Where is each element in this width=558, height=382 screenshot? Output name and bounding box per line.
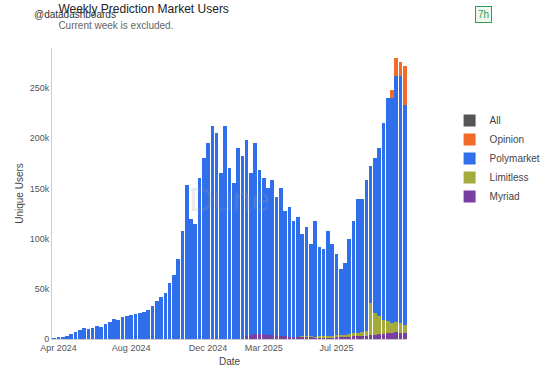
svg-text:150k: 150k	[30, 184, 50, 194]
svg-text:Aug 2024: Aug 2024	[112, 343, 151, 353]
svg-text:250k: 250k	[30, 83, 50, 93]
svg-text:Date: Date	[219, 356, 241, 367]
svg-text:All: All	[490, 115, 501, 126]
svg-text:Mar 2025: Mar 2025	[245, 343, 283, 353]
svg-text:0: 0	[44, 334, 49, 344]
svg-text:Apr 2024: Apr 2024	[40, 343, 77, 353]
svg-text:Limitless: Limitless	[490, 172, 529, 183]
svg-text:7h: 7h	[478, 9, 489, 20]
svg-text:@datadashboards: @datadashboards	[34, 9, 116, 20]
svg-text:Opinion: Opinion	[490, 134, 524, 145]
svg-text:Weekly Prediction Market Users: Weekly Prediction Market UsersCurrent we…	[58, 2, 229, 31]
svg-text:50k: 50k	[35, 284, 50, 294]
svg-text:Polymarket: Polymarket	[490, 153, 540, 164]
svg-text:200k: 200k	[30, 133, 50, 143]
svg-text:Myriad: Myriad	[490, 191, 520, 202]
svg-text:Dune: Dune	[189, 180, 270, 218]
svg-text:Unique Users: Unique Users	[14, 163, 25, 224]
svg-text:Dec 2024: Dec 2024	[189, 343, 228, 353]
svg-text:100k: 100k	[30, 234, 50, 244]
svg-text:Jul 2025: Jul 2025	[319, 343, 353, 353]
